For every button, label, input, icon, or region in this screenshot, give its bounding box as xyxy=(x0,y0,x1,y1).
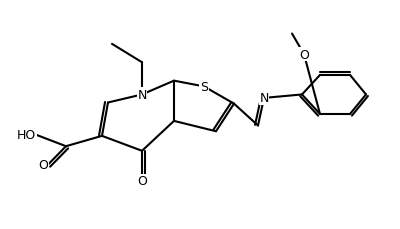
Text: S: S xyxy=(200,81,208,93)
Text: N: N xyxy=(259,92,269,105)
Text: HO: HO xyxy=(17,129,36,142)
Text: N: N xyxy=(137,89,147,101)
Text: O: O xyxy=(299,49,309,61)
Text: O: O xyxy=(38,158,48,171)
Text: O: O xyxy=(137,174,147,187)
